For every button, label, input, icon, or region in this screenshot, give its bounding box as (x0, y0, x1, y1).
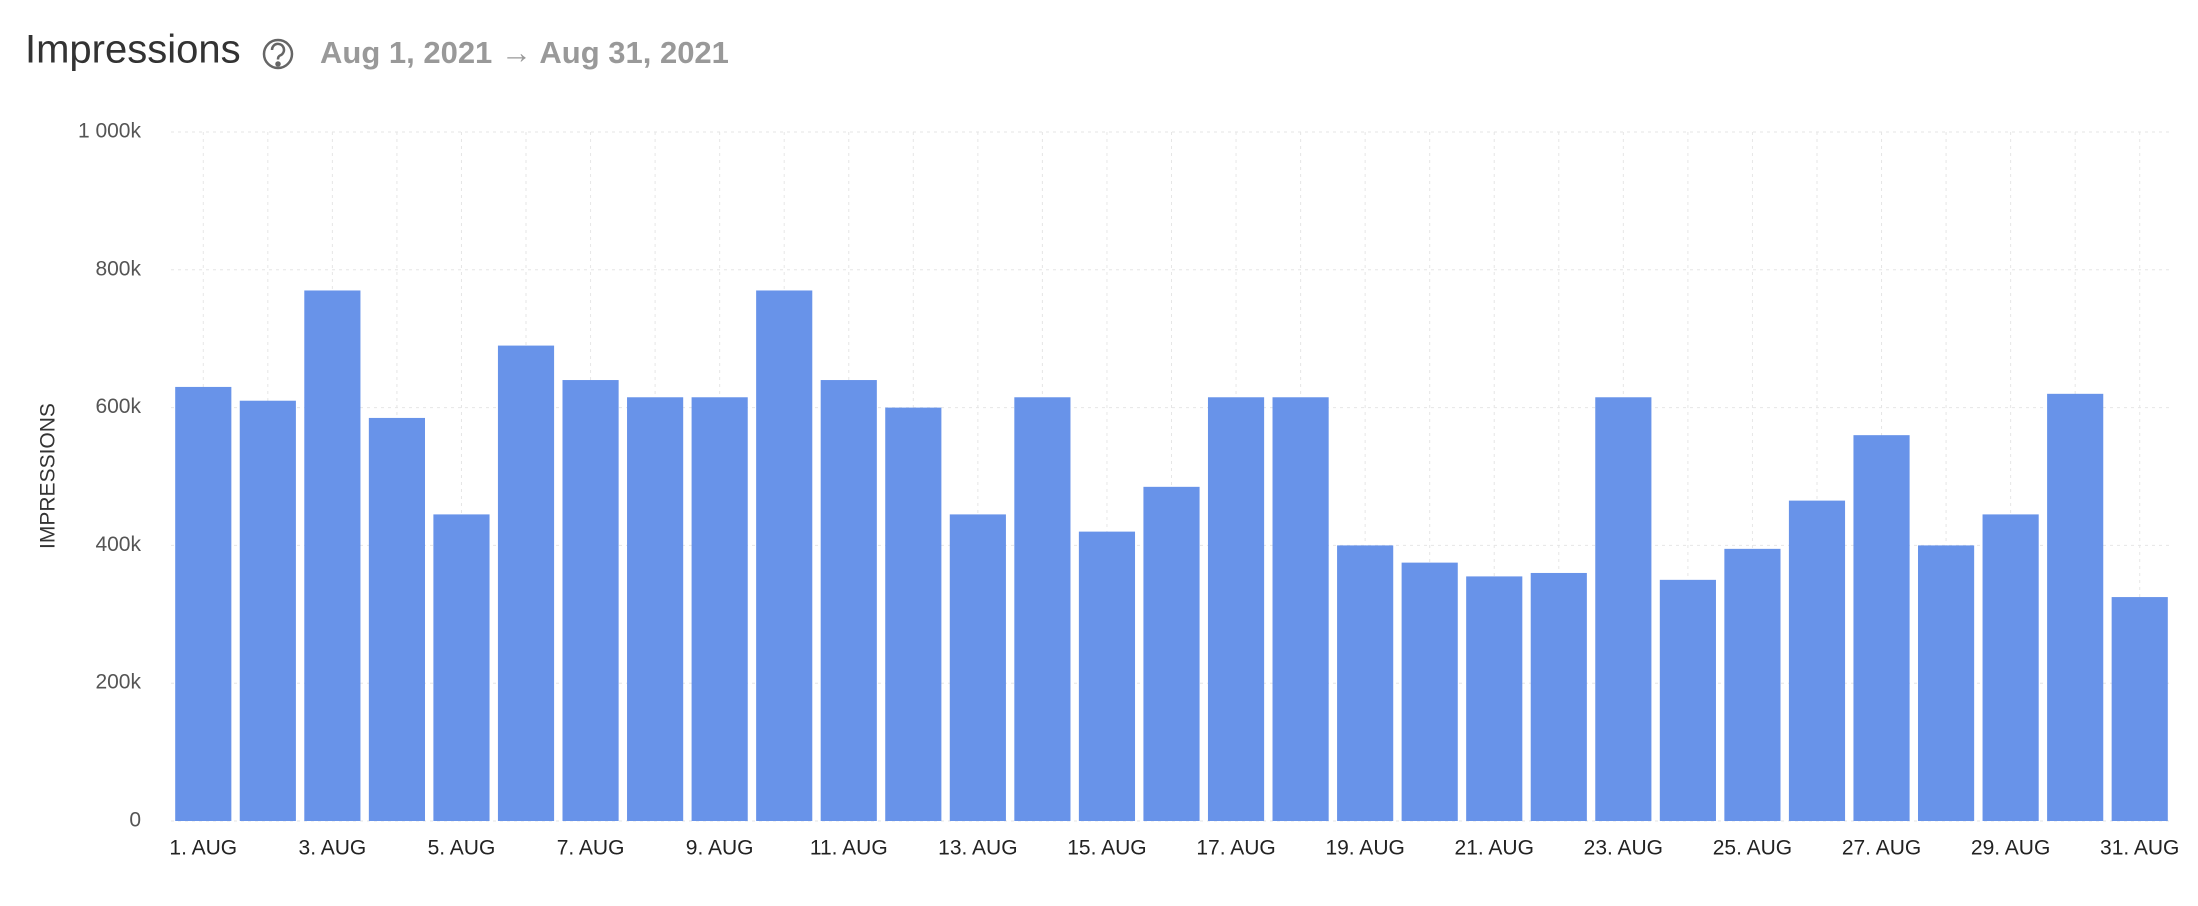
x-tick-label: 3. AUG (299, 837, 367, 860)
bar (1143, 486, 1200, 821)
x-tick-label: 5. AUG (428, 837, 496, 860)
bar (1724, 548, 1781, 821)
bar (1853, 435, 1910, 821)
y-tick-label: 0 (129, 809, 141, 832)
x-tick-label: 11. AUG (810, 837, 888, 860)
bar (1014, 397, 1071, 821)
x-tick-label: 1. AUG (169, 837, 237, 860)
x-tick-label: 21. AUG (1455, 837, 1534, 860)
bar (1595, 397, 1652, 821)
bar (1337, 545, 1394, 821)
bar (1918, 545, 1975, 821)
bar (175, 386, 232, 821)
x-tick-label: 19. AUG (1325, 837, 1404, 860)
y-tick-label: 400k (95, 533, 141, 556)
bar (1466, 576, 1523, 821)
bar (497, 345, 555, 821)
bar (2047, 393, 2104, 821)
x-tick-label: 25. AUG (1713, 837, 1792, 860)
y-tick-label: 600k (95, 395, 141, 418)
bar (820, 380, 877, 821)
bar (1401, 562, 1458, 821)
bar (368, 417, 425, 821)
y-axis-label: IMPRESSIONS (37, 403, 60, 549)
y-tick-label: 200k (95, 671, 141, 694)
x-tick-label: 9. AUG (686, 837, 754, 860)
bar (1207, 397, 1265, 821)
bar (433, 514, 490, 821)
x-tick-label: 15. AUG (1067, 837, 1146, 860)
x-tick-label: 7. AUG (557, 837, 625, 860)
bar (1078, 531, 1136, 821)
chart-title: Impressions (25, 28, 241, 72)
y-tick-label: 800k (95, 257, 141, 280)
x-tick-label: 27. AUG (1842, 837, 1921, 860)
x-tick-label: 13. AUG (938, 837, 1017, 860)
bar (1982, 514, 2039, 821)
bar (756, 290, 813, 822)
x-tick-label: 17. AUG (1196, 837, 1275, 860)
bar (885, 407, 942, 821)
help-icon[interactable] (262, 38, 294, 70)
bar (304, 290, 361, 822)
date-range[interactable]: Aug 1, 2021 → Aug 31, 2021 (320, 35, 729, 70)
x-tick-label: 29. AUG (1971, 837, 2050, 860)
bar (691, 397, 748, 821)
bar (949, 514, 1006, 821)
bar (2111, 597, 2168, 821)
x-tick-label: 23. AUG (1584, 837, 1663, 860)
bar (562, 380, 619, 821)
x-tick-label: 31. AUG (2100, 837, 2179, 860)
bar (1788, 500, 1846, 821)
bar (1659, 579, 1716, 821)
bar (1530, 572, 1587, 821)
bar (239, 400, 296, 821)
y-tick-label: 1 000k (78, 120, 142, 143)
bar (627, 397, 684, 821)
bar (1272, 397, 1329, 821)
